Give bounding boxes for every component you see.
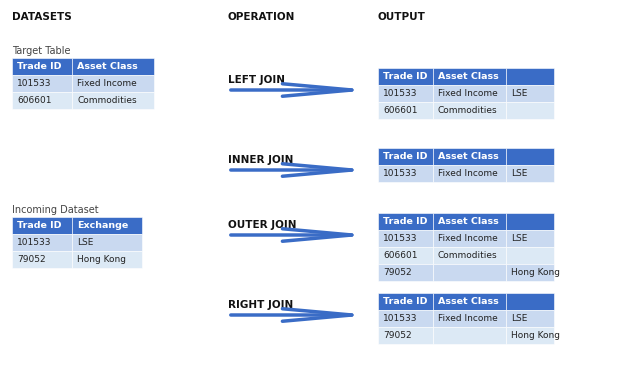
Bar <box>506 102 554 119</box>
Bar <box>506 293 554 310</box>
Bar <box>433 213 506 230</box>
Bar <box>378 68 433 85</box>
Text: 79052: 79052 <box>17 255 46 264</box>
Text: Trade ID: Trade ID <box>17 221 62 230</box>
Text: OUTPUT: OUTPUT <box>378 12 426 22</box>
Text: LSE: LSE <box>511 89 527 98</box>
Text: LSE: LSE <box>77 238 94 247</box>
Bar <box>378 165 433 182</box>
Text: 79052: 79052 <box>383 268 412 277</box>
Bar <box>378 85 433 102</box>
Text: Fixed Income: Fixed Income <box>438 314 498 323</box>
Bar <box>433 148 506 165</box>
Bar <box>433 230 506 247</box>
Text: Exchange: Exchange <box>77 221 129 230</box>
Bar <box>378 247 433 264</box>
Bar <box>378 148 433 165</box>
Text: 101533: 101533 <box>17 238 52 247</box>
Bar <box>12 217 72 234</box>
Text: Fixed Income: Fixed Income <box>438 234 498 243</box>
Text: OUTER JOIN: OUTER JOIN <box>228 220 296 230</box>
Bar <box>433 102 506 119</box>
Bar <box>506 85 554 102</box>
Text: Fixed Income: Fixed Income <box>77 79 137 88</box>
Bar <box>433 68 506 85</box>
Bar <box>378 310 433 327</box>
Bar <box>506 213 554 230</box>
Text: Trade ID: Trade ID <box>383 152 427 161</box>
Bar <box>72 75 154 92</box>
Bar <box>72 234 142 251</box>
Text: Trade ID: Trade ID <box>383 297 427 306</box>
Text: Target Table: Target Table <box>12 46 71 56</box>
Bar <box>72 217 142 234</box>
Text: INNER JOIN: INNER JOIN <box>228 155 293 165</box>
Text: DATASETS: DATASETS <box>12 12 72 22</box>
Bar <box>378 213 433 230</box>
Bar <box>12 251 72 268</box>
Bar <box>433 247 506 264</box>
Text: LSE: LSE <box>511 169 527 178</box>
Text: Commodities: Commodities <box>77 96 137 105</box>
Text: 606601: 606601 <box>383 106 417 115</box>
Text: Hong Kong: Hong Kong <box>511 268 560 277</box>
Text: Asset Class: Asset Class <box>438 72 499 81</box>
Bar <box>72 58 154 75</box>
Text: Trade ID: Trade ID <box>383 217 427 226</box>
Text: Trade ID: Trade ID <box>17 62 62 71</box>
Bar <box>433 165 506 182</box>
Text: Incoming Dataset: Incoming Dataset <box>12 205 99 215</box>
Bar <box>12 75 72 92</box>
Bar <box>433 327 506 344</box>
Text: Asset Class: Asset Class <box>77 62 138 71</box>
Text: Commodities: Commodities <box>438 106 497 115</box>
Text: Fixed Income: Fixed Income <box>438 169 498 178</box>
Bar <box>506 327 554 344</box>
Bar <box>378 327 433 344</box>
Text: 79052: 79052 <box>383 331 412 340</box>
Bar <box>433 264 506 281</box>
Text: LSE: LSE <box>511 234 527 243</box>
Text: Trade ID: Trade ID <box>383 72 427 81</box>
Text: 101533: 101533 <box>383 89 417 98</box>
Text: LEFT JOIN: LEFT JOIN <box>228 75 285 85</box>
Bar <box>72 92 154 109</box>
Bar <box>378 102 433 119</box>
Text: Hong Kong: Hong Kong <box>77 255 126 264</box>
Bar <box>506 165 554 182</box>
Text: Hong Kong: Hong Kong <box>511 331 560 340</box>
Bar <box>433 293 506 310</box>
Text: OPERATION: OPERATION <box>228 12 295 22</box>
Bar <box>72 251 142 268</box>
Text: 101533: 101533 <box>383 234 417 243</box>
Text: 606601: 606601 <box>383 251 417 260</box>
Bar <box>506 264 554 281</box>
Text: 101533: 101533 <box>17 79 52 88</box>
Bar <box>506 310 554 327</box>
Text: 101533: 101533 <box>383 169 417 178</box>
Text: Asset Class: Asset Class <box>438 297 499 306</box>
Text: 606601: 606601 <box>17 96 52 105</box>
Bar <box>12 234 72 251</box>
Text: 101533: 101533 <box>383 314 417 323</box>
Bar <box>378 293 433 310</box>
Bar <box>506 230 554 247</box>
Text: Asset Class: Asset Class <box>438 217 499 226</box>
Text: Fixed Income: Fixed Income <box>438 89 498 98</box>
Bar <box>378 230 433 247</box>
Bar <box>506 148 554 165</box>
Bar <box>12 58 72 75</box>
Text: RIGHT JOIN: RIGHT JOIN <box>228 300 293 310</box>
Bar <box>378 264 433 281</box>
Bar <box>433 310 506 327</box>
Text: Commodities: Commodities <box>438 251 497 260</box>
Bar <box>506 247 554 264</box>
Bar <box>506 68 554 85</box>
Bar <box>12 92 72 109</box>
Text: LSE: LSE <box>511 314 527 323</box>
Bar <box>433 85 506 102</box>
Text: Asset Class: Asset Class <box>438 152 499 161</box>
